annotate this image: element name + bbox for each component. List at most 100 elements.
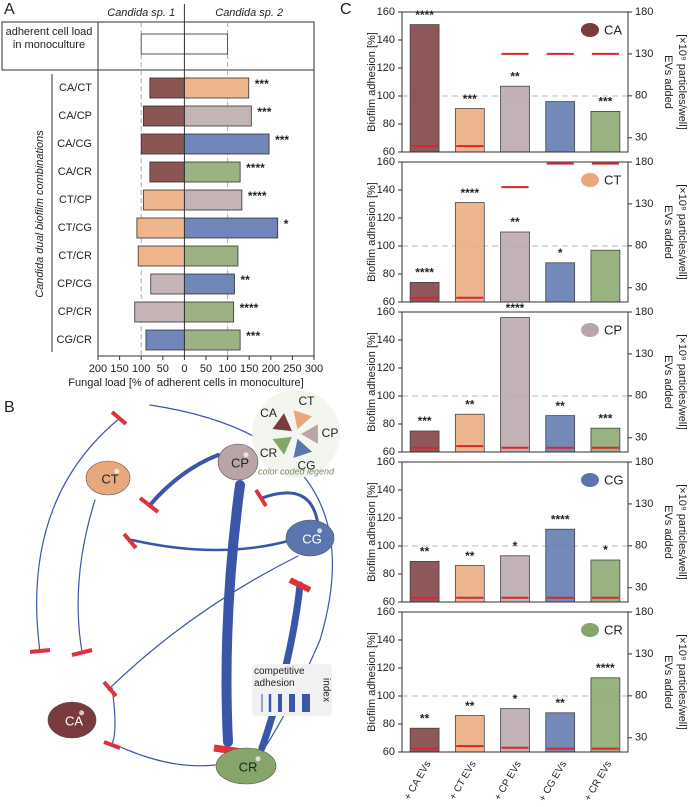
- legend-wedge: [301, 424, 318, 444]
- node: [285, 519, 335, 557]
- x-tick-label: 50: [157, 363, 169, 375]
- y-tick-label: 140: [377, 34, 395, 46]
- index-legend-title: competitive adhesion: [254, 666, 305, 689]
- bar: [590, 249, 621, 303]
- bar: [136, 217, 185, 239]
- significance: ****: [240, 301, 259, 315]
- significance: *: [558, 246, 563, 260]
- species-label: CR: [604, 622, 623, 637]
- x-tick-label: + CP EVs: [493, 759, 524, 802]
- panel-label: C: [340, 1, 352, 18]
- species-icon: [581, 473, 599, 487]
- bar: [183, 301, 235, 323]
- y-tick-label: 160: [377, 156, 395, 168]
- significance: ***: [257, 105, 271, 119]
- y2-tick-label: 180: [635, 306, 653, 318]
- series-header: Candida sp. 1: [107, 7, 175, 19]
- y-tick-label: 140: [377, 334, 395, 346]
- bar: [142, 105, 185, 127]
- y-tick-label: 120: [377, 512, 395, 524]
- significance: **: [420, 545, 430, 559]
- species-icon: [581, 173, 599, 187]
- edge: [130, 538, 294, 552]
- y-tick-label: 160: [377, 606, 395, 618]
- significance: **: [420, 711, 430, 725]
- x-tick-label: 100: [218, 363, 236, 375]
- significance: **: [510, 69, 520, 83]
- y-axis-title: Biofilm adhesion [%]: [366, 182, 378, 282]
- bar: [409, 430, 440, 453]
- y-tick-label: 80: [383, 568, 395, 580]
- significance: **: [556, 696, 566, 710]
- plot-frame: [401, 611, 629, 753]
- y-tick-label: 120: [377, 362, 395, 374]
- network-edges: [36, 404, 333, 767]
- y-tick-label: 60: [383, 146, 395, 158]
- y-axis-title: Candida dual biofilm combinations: [34, 130, 46, 298]
- plot-frame: [401, 11, 629, 153]
- legend-label: CA: [260, 406, 277, 420]
- category-label: CP/CR: [58, 306, 92, 318]
- bar: [409, 561, 440, 603]
- category-label: CT/CR: [58, 250, 92, 262]
- bar: [409, 281, 440, 303]
- bar: [183, 189, 243, 211]
- y-tick-label: 60: [383, 746, 395, 758]
- significance: **: [510, 215, 520, 229]
- significance: ***: [275, 133, 289, 147]
- bar: [545, 101, 576, 153]
- bar: [140, 33, 185, 55]
- x-axis-title: Fungal load [% of adherent cells in mono…: [68, 377, 303, 389]
- y-tick-label: 160: [377, 6, 395, 18]
- inhibition-bar: [29, 648, 51, 654]
- category-label: CA/CR: [58, 166, 92, 178]
- bar: [183, 245, 239, 267]
- bar: [137, 245, 185, 267]
- bar: [454, 565, 485, 603]
- bar: [500, 231, 530, 303]
- y-tick-label: 100: [377, 390, 395, 402]
- x-tick-label: 250: [283, 363, 301, 375]
- node: [217, 443, 259, 481]
- inhibition-bar: [103, 740, 121, 750]
- y-axis-title: Biofilm adhesion [%]: [366, 32, 378, 132]
- significance: *: [513, 539, 518, 553]
- index-legend: [252, 664, 332, 716]
- significance: ***: [598, 411, 612, 425]
- y-tick-label: 100: [377, 690, 395, 702]
- y-tick-label: 100: [377, 90, 395, 102]
- category-label: CA/CT: [59, 82, 92, 94]
- y-tick-label: 160: [377, 456, 395, 468]
- significance: *: [513, 692, 518, 706]
- plot-frame: [401, 461, 629, 603]
- x-tick-label: 300: [305, 363, 323, 375]
- bar: [183, 217, 279, 239]
- significance: ****: [551, 512, 570, 526]
- bar: [590, 559, 621, 603]
- y-tick-label: 120: [377, 62, 395, 74]
- node-detail: [243, 452, 249, 458]
- significance: ***: [246, 329, 260, 343]
- significance: **: [465, 397, 475, 411]
- series-header: Candida sp. 2: [215, 7, 283, 19]
- y2-axis-title: EVs added: [662, 205, 674, 259]
- significance: ****: [460, 186, 479, 200]
- node-label: CA: [65, 713, 83, 728]
- y-tick-label: 80: [383, 418, 395, 430]
- species-icon: [581, 323, 599, 337]
- y2-tick-label: 180: [635, 606, 653, 618]
- bar: [454, 202, 485, 303]
- species-label: CT: [604, 172, 621, 187]
- index-legend-box: [252, 664, 332, 716]
- edge: [107, 555, 299, 691]
- species-label: CG: [604, 472, 624, 487]
- category-label: CT/CP: [59, 194, 92, 206]
- node: [85, 460, 131, 496]
- y2-tick-label: 80: [635, 390, 647, 402]
- category-label: adherent cell load in monoculture: [5, 26, 93, 51]
- inhibition-bar: [138, 496, 160, 514]
- edge: [115, 744, 216, 767]
- bar: [183, 273, 235, 295]
- x-tick-label: 0: [181, 363, 187, 375]
- significance: ***: [418, 414, 432, 428]
